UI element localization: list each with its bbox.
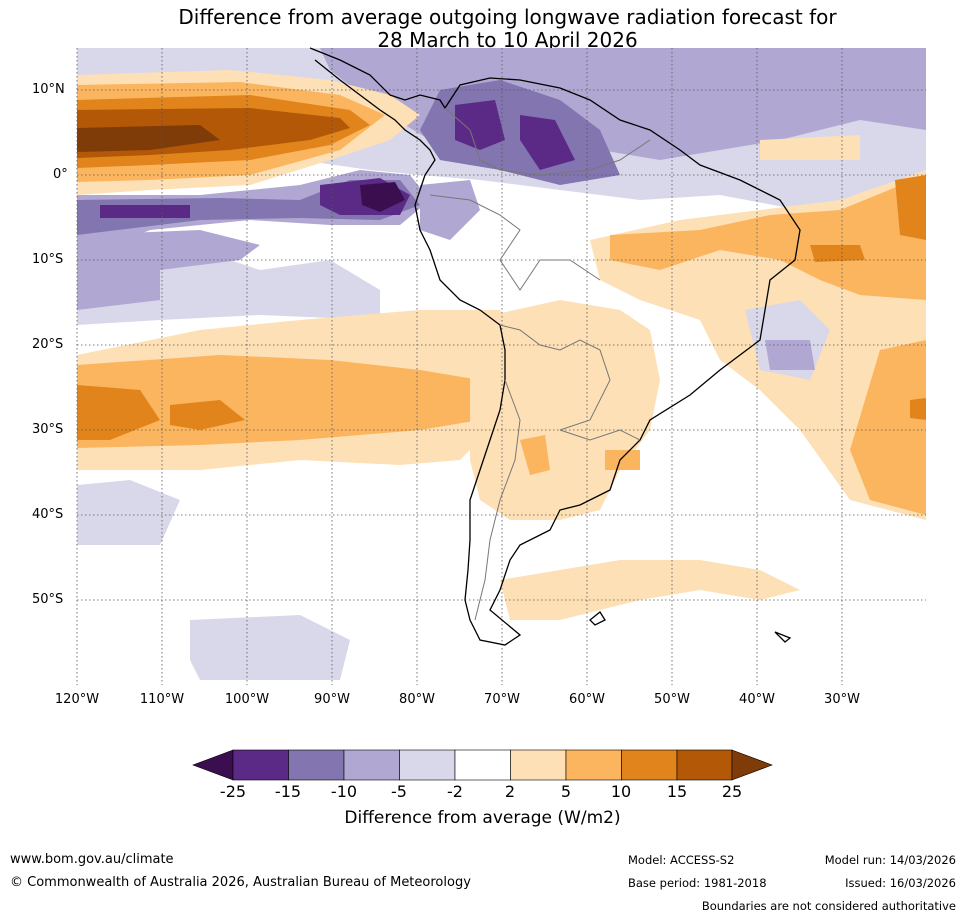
lat-label-10s: 10°S: [32, 252, 64, 267]
lon-label-100w: 100°W: [224, 692, 270, 707]
lat-label-20s: 20°S: [32, 337, 64, 352]
lon-label-60w: 60°W: [569, 692, 605, 707]
colorbar-tick: 25: [721, 782, 743, 801]
lon-label-50w: 50°W: [654, 692, 690, 707]
lon-label-30w: 30°W: [824, 692, 860, 707]
model-text: Model: ACCESS-S2: [628, 853, 735, 867]
coastline: [309, 47, 801, 646]
anomaly-shading: [77, 48, 926, 685]
colorbar: [192, 749, 773, 781]
map-title-line2: 28 March to 10 April 2026: [377, 28, 638, 52]
lon-label-120w: 120°W: [54, 692, 100, 707]
lat-label-30s: 30°S: [32, 422, 64, 437]
colorbar-tick: 15: [666, 782, 688, 801]
map-title-line1: Difference from average outgoing longwav…: [178, 5, 837, 29]
lat-label-10n: 10°N: [32, 82, 65, 97]
lon-label-110w: 110°W: [139, 692, 185, 707]
colorbar-tick: -10: [330, 782, 358, 801]
lon-label-70w: 70°W: [484, 692, 520, 707]
website-link[interactable]: www.bom.gov.au/climate: [10, 852, 174, 867]
base-period-text: Base period: 1981-2018: [628, 876, 767, 890]
colorbar-tick: 2: [504, 782, 516, 801]
graticule: [76, 48, 926, 685]
colorbar-tick: -2: [447, 782, 463, 801]
colorbar-label: Difference from average (W/m2): [344, 808, 621, 828]
lon-label-80w: 80°W: [399, 692, 435, 707]
lat-label-40s: 40°S: [32, 507, 64, 522]
country-borders: [429, 107, 651, 621]
copyright-text: © Commonwealth of Australia 2026, Austra…: [10, 875, 471, 890]
colorbar-tick: -5: [391, 782, 407, 801]
colorbar-tick: -15: [274, 782, 302, 801]
lat-label-50s: 50°S: [32, 592, 64, 607]
issued-text: Issued: 16/03/2026: [845, 876, 956, 890]
disclaimer-text: Boundaries are not considered authoritat…: [701, 899, 956, 913]
lon-label-90w: 90°W: [314, 692, 350, 707]
model-run-text: Model run: 14/03/2026: [824, 853, 956, 867]
colorbar-tick: 5: [560, 782, 572, 801]
colorbar-tick: 10: [610, 782, 632, 801]
lat-label-0: 0°: [53, 167, 68, 182]
lon-label-40w: 40°W: [739, 692, 775, 707]
colorbar-tick: -25: [219, 782, 247, 801]
